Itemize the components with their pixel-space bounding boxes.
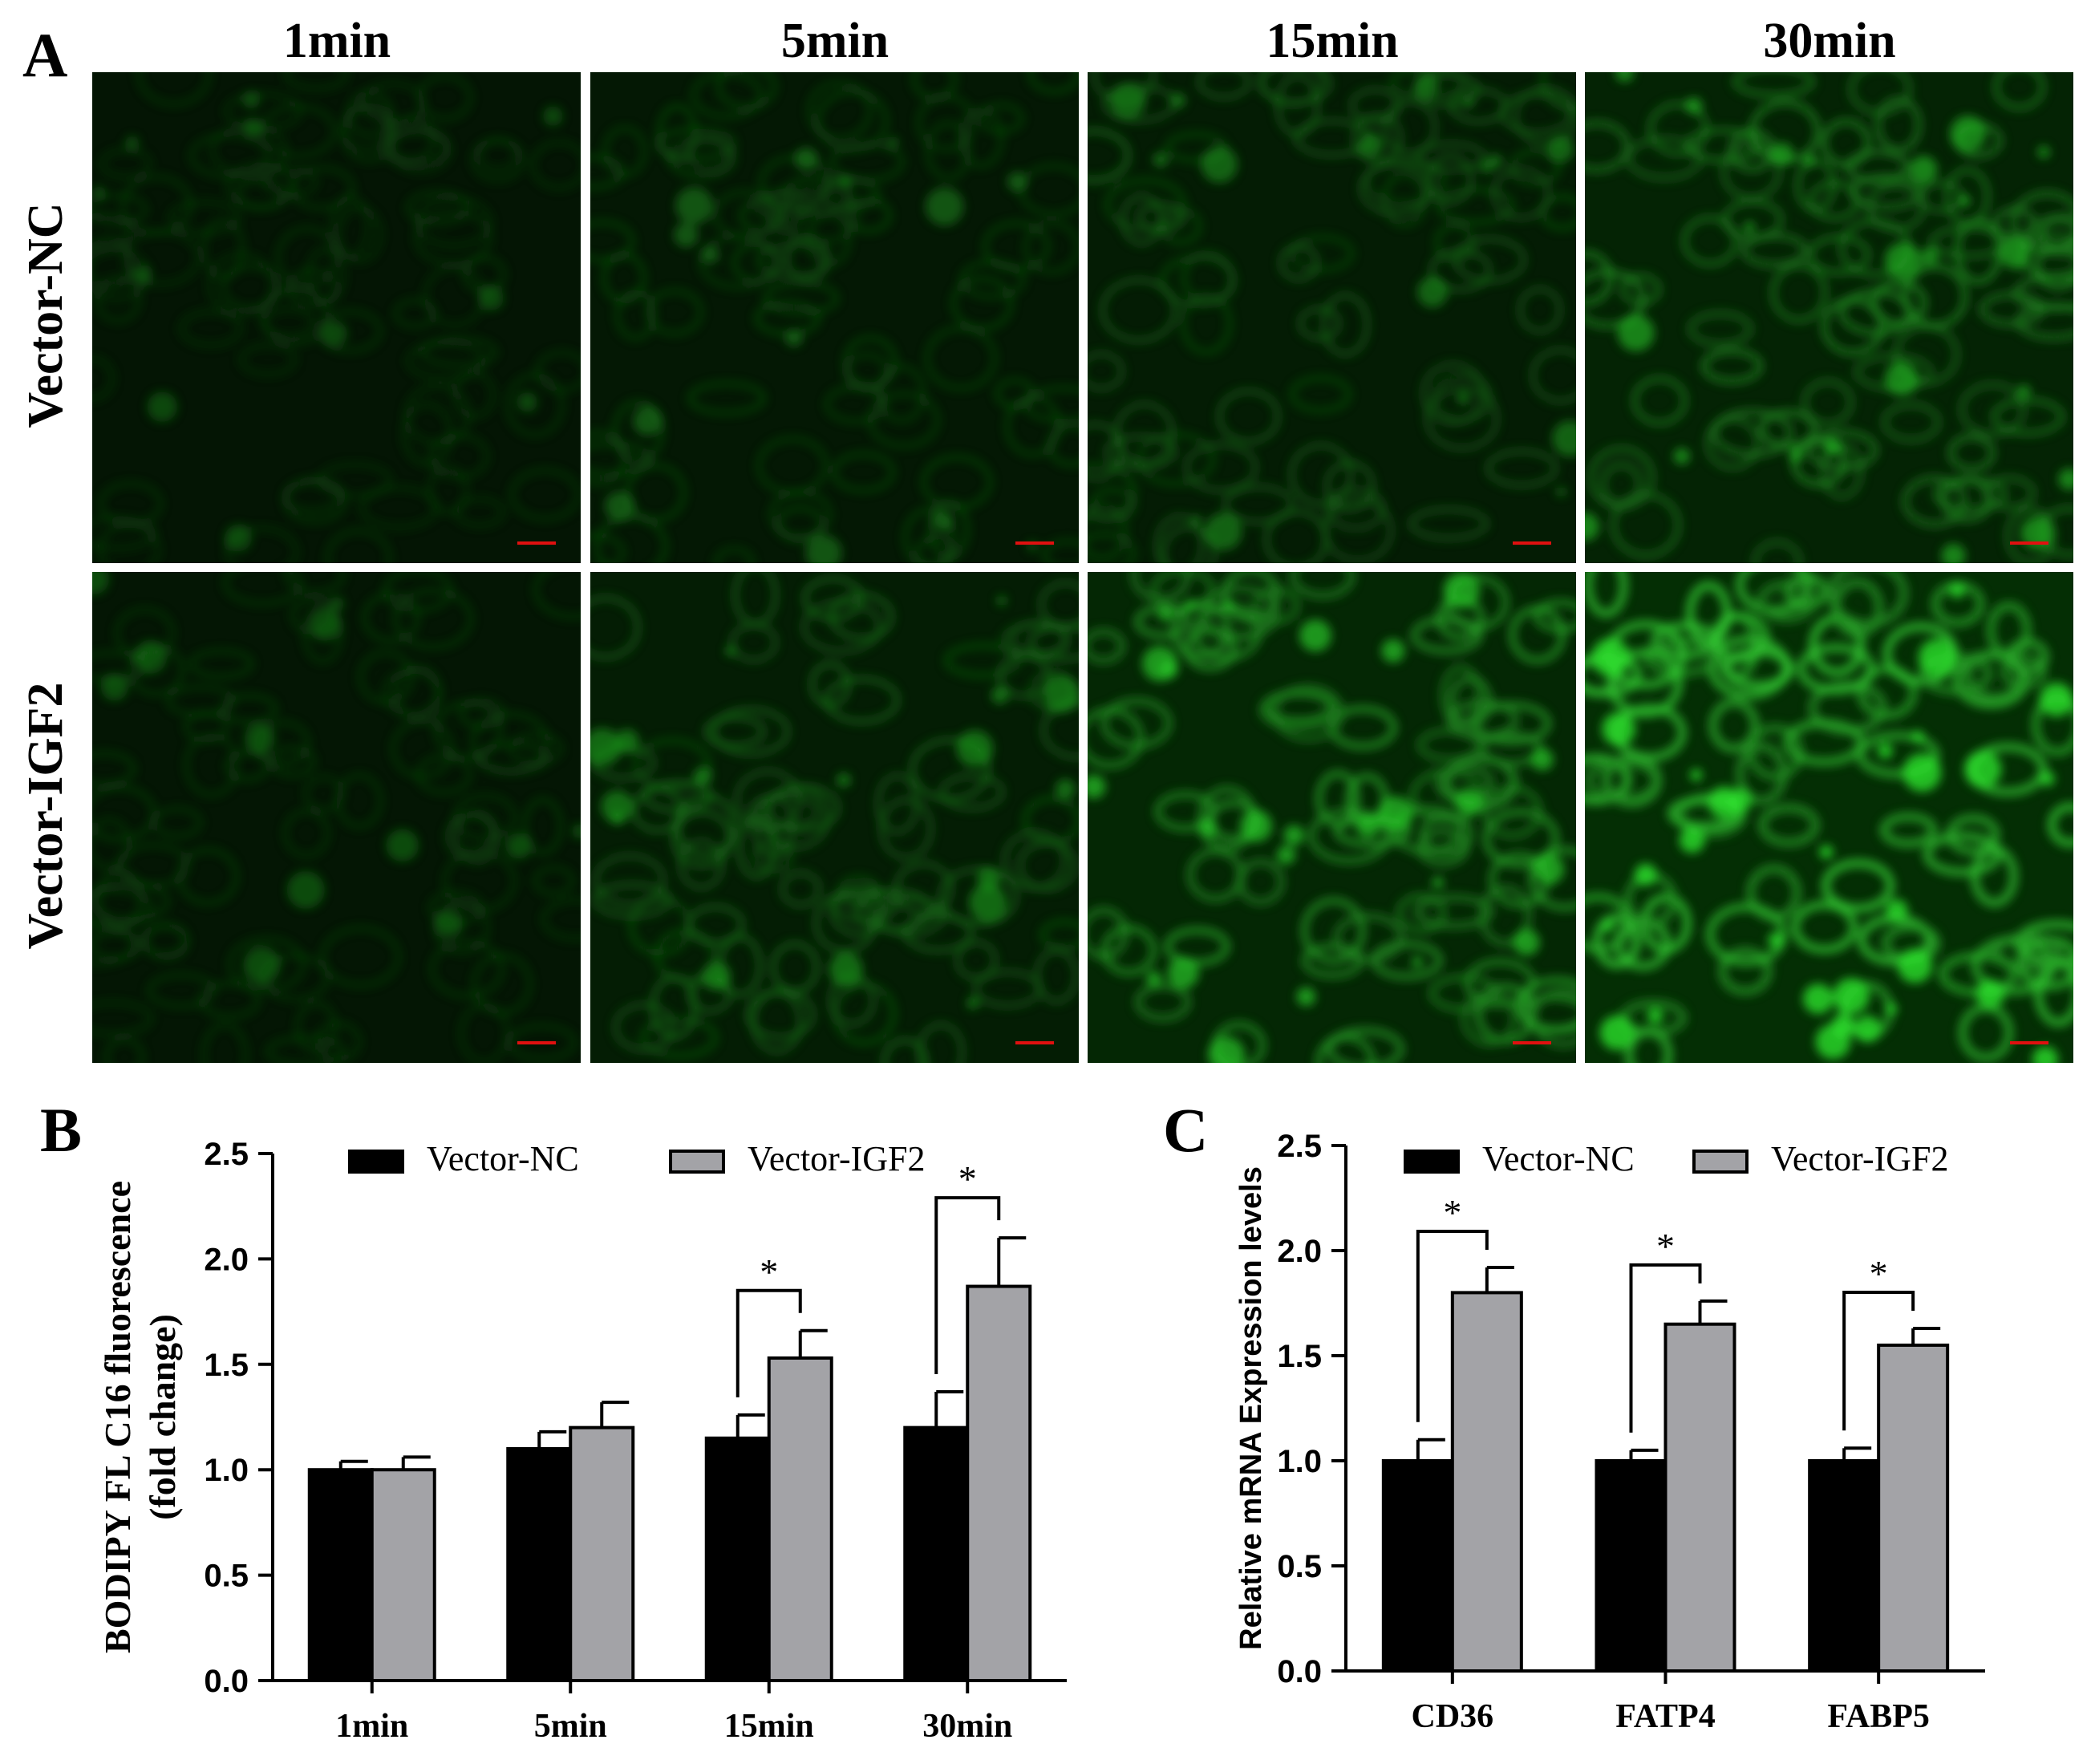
y-axis-title-line: (fold change) bbox=[142, 1314, 183, 1520]
legend-label-vector-nc: Vector-NC bbox=[1482, 1139, 1635, 1178]
panel-label-c: C bbox=[1163, 1095, 1209, 1165]
bar-vector-nc-15min bbox=[704, 1436, 771, 1682]
significance-bracket bbox=[1629, 1263, 1702, 1433]
bar-vector-nc-30min bbox=[903, 1425, 970, 1682]
micrograph-vector-igf2-1min bbox=[92, 572, 581, 1063]
legend-label-vector-igf2: Vector-IGF2 bbox=[1771, 1139, 1949, 1178]
legend-label-vector-igf2: Vector-IGF2 bbox=[748, 1139, 926, 1178]
bar-vector-nc-cd36 bbox=[1381, 1459, 1454, 1673]
panel-label-a: A bbox=[22, 20, 68, 90]
y-axis-title: Relative mRNA Expression levels bbox=[1234, 1166, 1268, 1650]
y-tick-label: 1.5 bbox=[1277, 1339, 1322, 1374]
chart-c: 0.0 0.5 1.0 1.5 2.0 2.5 CD36 * FATP4 * FABP5 * Vecto… bbox=[1234, 1129, 1985, 1735]
y-tick-label: 1.5 bbox=[204, 1348, 249, 1383]
significance-star: * bbox=[1656, 1226, 1675, 1267]
column-title-15min: 15min bbox=[1266, 14, 1399, 68]
bar-vector-igf2-5min bbox=[569, 1425, 635, 1682]
chart-b: 0.0 0.5 1.0 1.5 2.0 2.5 1min 5min 15min * 30min * Ve… bbox=[97, 1137, 1067, 1745]
significance-bracket bbox=[1416, 1229, 1489, 1422]
column-title-1min: 1min bbox=[282, 14, 391, 68]
significance-star: * bbox=[760, 1251, 778, 1292]
significance-star: * bbox=[1443, 1192, 1461, 1233]
y-tick-label: 0.0 bbox=[1277, 1654, 1322, 1689]
bar-vector-nc-1min bbox=[307, 1468, 374, 1682]
y-tick-label: 1.0 bbox=[1277, 1444, 1322, 1479]
legend-swatch-vector-igf2 bbox=[669, 1150, 725, 1174]
y-tick-label: 0.5 bbox=[1277, 1549, 1322, 1584]
panel-label-b: B bbox=[40, 1095, 83, 1165]
x-tick-label: 1min bbox=[335, 1708, 408, 1745]
x-tick-label: FABP5 bbox=[1827, 1698, 1930, 1735]
bar-vector-igf2-1min bbox=[370, 1468, 436, 1682]
micrograph-vector-igf2-30min bbox=[1585, 572, 2073, 1063]
row-title-vector-nc: Vector-NC bbox=[18, 202, 73, 428]
y-tick-label: 2.0 bbox=[204, 1242, 249, 1277]
micrograph-vector-nc-1min bbox=[92, 72, 581, 563]
column-title-30min: 30min bbox=[1763, 14, 1896, 68]
column-title-5min: 5min bbox=[780, 14, 889, 68]
bar-vector-igf2-15min bbox=[767, 1356, 833, 1682]
y-tick-label: 2.0 bbox=[1277, 1234, 1322, 1269]
significance-bracket bbox=[1842, 1290, 1915, 1431]
bar-vector-igf2-30min bbox=[966, 1284, 1032, 1682]
y-tick-label: 2.5 bbox=[204, 1137, 249, 1172]
x-tick-label: 5min bbox=[534, 1708, 607, 1745]
legend-swatch-vector-igf2 bbox=[1692, 1150, 1749, 1174]
y-tick-label: 2.5 bbox=[1277, 1129, 1322, 1164]
micrograph-vector-nc-30min bbox=[1585, 72, 2073, 563]
y-axis-title: BODIPY FL C16 fluorescence (fold change) bbox=[97, 1181, 183, 1653]
row-title-vector-igf2: Vector-IGF2 bbox=[18, 682, 73, 950]
legend-swatch-vector-nc bbox=[348, 1150, 404, 1174]
bar-vector-nc-5min bbox=[506, 1446, 573, 1682]
legend-label-vector-nc: Vector-NC bbox=[427, 1139, 579, 1178]
micrograph-vector-igf2-5min bbox=[590, 572, 1079, 1063]
significance-bracket bbox=[735, 1288, 802, 1397]
x-tick-label: CD36 bbox=[1411, 1698, 1493, 1735]
y-tick-label: 0.0 bbox=[204, 1664, 249, 1699]
y-axis-title-line: BODIPY FL C16 fluorescence bbox=[97, 1181, 138, 1653]
significance-star: * bbox=[1870, 1253, 1888, 1294]
significance-star: * bbox=[958, 1158, 977, 1199]
bar-vector-igf2-cd36 bbox=[1450, 1291, 1523, 1673]
y-axis-title-line: Relative mRNA Expression levels bbox=[1234, 1166, 1268, 1650]
bar-vector-nc-fabp5 bbox=[1808, 1459, 1881, 1673]
x-tick-label: 30min bbox=[922, 1708, 1012, 1745]
x-tick-label: 15min bbox=[724, 1708, 814, 1745]
y-tick-label: 0.5 bbox=[204, 1559, 249, 1594]
bar-vector-nc-fatp4 bbox=[1595, 1459, 1667, 1673]
y-tick-label: 1.0 bbox=[204, 1453, 249, 1488]
micrograph-vector-igf2-15min bbox=[1088, 572, 1576, 1063]
significance-bracket bbox=[934, 1196, 1001, 1374]
bar-vector-igf2-fabp5 bbox=[1877, 1343, 1950, 1673]
legend-swatch-vector-nc bbox=[1404, 1150, 1460, 1174]
micrograph-vector-nc-15min bbox=[1088, 72, 1576, 563]
x-tick-label: FATP4 bbox=[1615, 1698, 1715, 1735]
micrograph-vector-nc-5min bbox=[590, 72, 1079, 563]
bar-vector-igf2-fatp4 bbox=[1663, 1322, 1736, 1673]
